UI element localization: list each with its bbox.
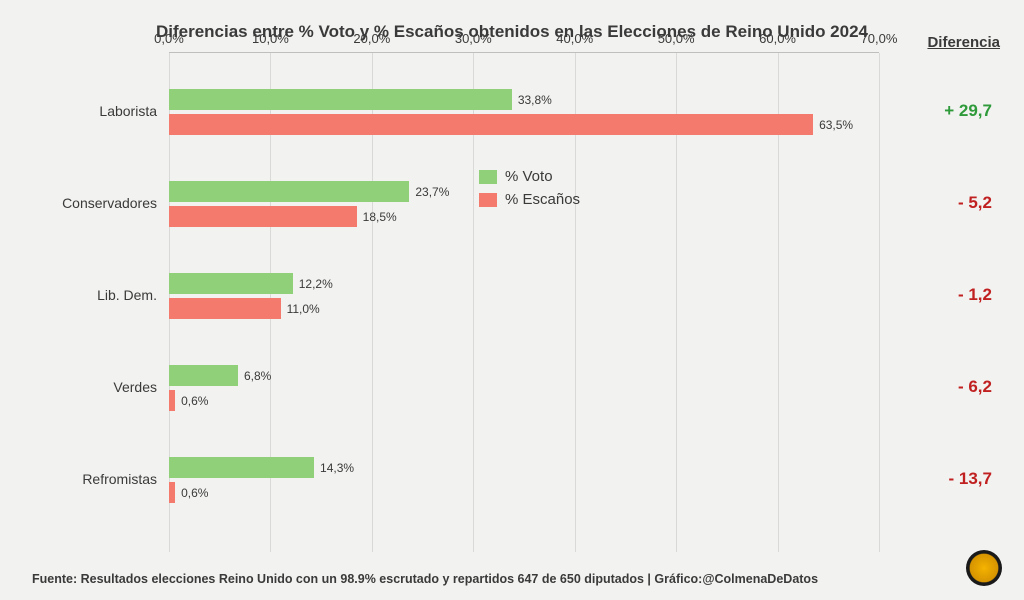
bar-voto: 23,7% xyxy=(169,181,409,202)
bar-escanos: 0,6% xyxy=(169,390,175,411)
x-tick-label: 20,0% xyxy=(353,31,390,46)
difference-header: Diferencia xyxy=(927,34,1000,51)
category-label: Laborista xyxy=(99,103,157,119)
bar-escanos: 63,5% xyxy=(169,114,813,135)
category-label: Lib. Dem. xyxy=(97,287,157,303)
bar-value-label: 12,2% xyxy=(293,277,333,291)
difference-value: - 6,2 xyxy=(958,377,992,397)
x-tick-label: 10,0% xyxy=(252,31,289,46)
chart-row: 33,8% 63,5% xyxy=(169,89,879,135)
bar-escanos: 0,6% xyxy=(169,482,175,503)
legend-item: % Voto xyxy=(479,168,580,185)
x-tick-label: 60,0% xyxy=(759,31,796,46)
difference-value: + 29,7 xyxy=(944,101,992,121)
bar-escanos: 18,5% xyxy=(169,206,357,227)
chart-row: 12,2% 11,0% xyxy=(169,273,879,319)
chart-row: 14,3% 0,6% xyxy=(169,457,879,503)
bar-value-label: 18,5% xyxy=(357,210,397,224)
chart-footer: Fuente: Resultados elecciones Reino Unid… xyxy=(32,572,818,586)
x-tick-label: 0,0% xyxy=(154,31,184,46)
x-tick-label: 30,0% xyxy=(455,31,492,46)
difference-value: - 13,7 xyxy=(949,469,992,489)
legend: % Voto % Escaños xyxy=(479,168,580,208)
bar-voto: 6,8% xyxy=(169,365,238,386)
legend-label: % Escaños xyxy=(505,191,580,208)
difference-value: - 5,2 xyxy=(958,193,992,213)
bar-value-label: 23,7% xyxy=(409,185,449,199)
category-label: Verdes xyxy=(113,379,157,395)
x-tick-label: 70,0% xyxy=(861,31,898,46)
bar-voto: 14,3% xyxy=(169,457,314,478)
legend-swatch xyxy=(479,193,497,207)
bar-value-label: 33,8% xyxy=(512,93,552,107)
x-tick-label: 40,0% xyxy=(556,31,593,46)
plot-area: 0,0%10,0%20,0%30,0%40,0%50,0%60,0%70,0%3… xyxy=(169,52,879,552)
bar-voto: 12,2% xyxy=(169,273,293,294)
y-axis-labels: Laborista Conservadores Lib. Dem. Verdes Ref… xyxy=(14,52,169,552)
bar-value-label: 0,6% xyxy=(175,394,208,408)
bar-escanos: 11,0% xyxy=(169,298,281,319)
bar-value-label: 6,8% xyxy=(238,369,271,383)
difference-value: - 1,2 xyxy=(958,285,992,305)
chart-row: 6,8% 0,6% xyxy=(169,365,879,411)
chart-container: Laborista Conservadores Lib. Dem. Verdes Ref… xyxy=(14,52,1010,552)
bar-value-label: 63,5% xyxy=(813,118,853,132)
legend-label: % Voto xyxy=(505,168,553,185)
bar-value-label: 0,6% xyxy=(175,486,208,500)
difference-column: Diferencia + 29,7- 5,2- 1,2- 6,2- 13,7 xyxy=(879,52,1010,552)
legend-swatch xyxy=(479,170,497,184)
category-label: Refromistas xyxy=(82,471,157,487)
bar-value-label: 14,3% xyxy=(314,461,354,475)
bar-value-label: 11,0% xyxy=(281,302,320,316)
logo-icon xyxy=(966,550,1002,586)
legend-item: % Escaños xyxy=(479,191,580,208)
category-label: Conservadores xyxy=(62,195,157,211)
x-tick-label: 50,0% xyxy=(658,31,695,46)
bar-voto: 33,8% xyxy=(169,89,512,110)
